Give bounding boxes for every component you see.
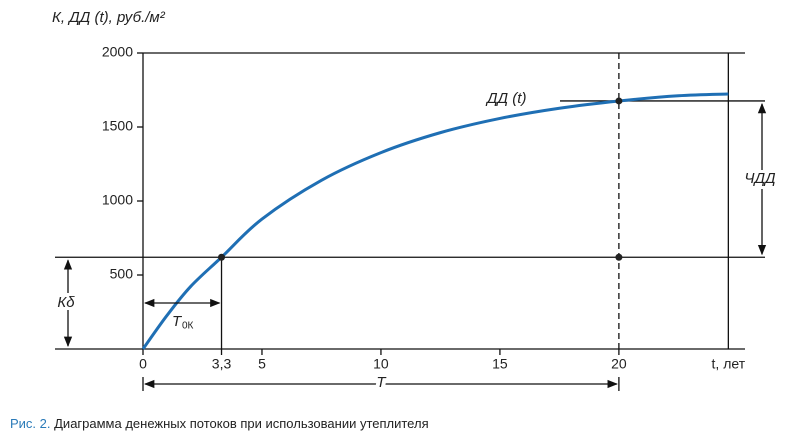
caption: Рис. 2. Диаграмма денежных потоков при и…	[10, 416, 790, 431]
y-tick-label: 500	[110, 266, 134, 282]
caption-text: Диаграмма денежных потоков при использов…	[54, 416, 429, 431]
annotation: ЧДД	[744, 170, 776, 187]
point	[218, 253, 226, 261]
series-line	[141, 92, 729, 350]
annotation: Кδ	[57, 294, 75, 311]
y-tick-label: 2000	[102, 44, 133, 60]
annotation: T	[172, 313, 183, 330]
series-label: ДД (t)	[485, 90, 526, 107]
x-tick-label: 5	[258, 356, 266, 372]
chart: К, ДД (t), руб./м² 500 1000 1500 2000 0 3,3 5 1…	[52, 8, 777, 391]
x-tick-label: 0	[139, 356, 147, 372]
x-tick-label: 20	[611, 356, 627, 372]
annotation: 0К	[182, 321, 194, 332]
x-tick-label: 3,3	[212, 356, 232, 372]
point	[615, 97, 623, 105]
x-tick-label: 10	[373, 356, 389, 372]
point	[615, 253, 623, 261]
y-tick-label: 1000	[102, 192, 133, 208]
x-axis-label: t, лет	[712, 356, 746, 372]
caption-label: Рис. 2.	[10, 416, 51, 431]
annotation: T	[376, 374, 387, 391]
y-tick-label: 1500	[102, 118, 133, 134]
y-axis-label: К, ДД (t), руб./м²	[52, 9, 166, 26]
x-tick-label: 15	[492, 356, 508, 372]
